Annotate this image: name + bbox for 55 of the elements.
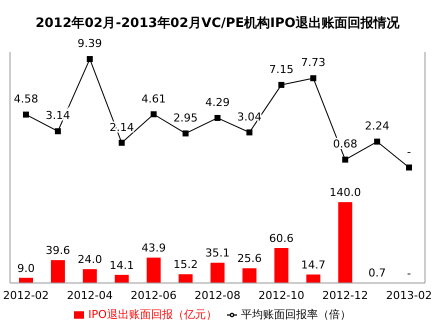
bar	[274, 248, 288, 283]
x-tick-label: 2013-02	[386, 288, 432, 302]
data-label: 9.0	[17, 262, 35, 275]
bar	[178, 274, 193, 283]
x-tick-label: 2012-04	[66, 288, 113, 302]
text: -	[407, 267, 412, 280]
data-label: 60.6	[269, 232, 294, 246]
bar	[242, 268, 256, 283]
bar	[146, 258, 161, 283]
data-label: 35.1	[205, 246, 230, 260]
legend-label: 平均账面回报率（倍）	[240, 308, 351, 321]
data-label: 9.39	[78, 37, 102, 50]
bar	[82, 269, 97, 283]
data-label: 7.73	[301, 56, 326, 70]
legend-label: IPO退出账面回报（亿元）	[88, 308, 217, 321]
x-tick-label: 2012-06	[130, 288, 177, 302]
point	[22, 112, 29, 118]
data-label: -	[407, 146, 412, 158]
bar	[306, 274, 320, 283]
point	[86, 56, 93, 62]
data-label: 4.61	[141, 92, 166, 106]
bar	[210, 262, 225, 283]
data-label: 43.9	[141, 242, 166, 255]
data-label: 4.29	[205, 96, 230, 109]
point	[150, 111, 157, 118]
point	[278, 82, 284, 88]
point	[118, 140, 125, 146]
x-tick-label: 2012-02	[2, 288, 49, 302]
bar	[338, 202, 352, 283]
point	[214, 114, 220, 121]
data-label: 2.24	[364, 120, 390, 133]
chart-title: 2012年02月-2013年02月VC/PE机构IPO退出账面回报情况	[34, 14, 401, 32]
data-label: 7.15	[269, 62, 294, 76]
point	[342, 156, 348, 163]
data-label: 14.7	[301, 258, 326, 272]
data-label: 4.58	[14, 92, 38, 106]
point	[182, 130, 189, 136]
point	[310, 75, 316, 82]
point	[374, 138, 380, 145]
point	[406, 164, 412, 170]
data-label: 140.0	[329, 186, 361, 200]
data-label: 39.6	[46, 244, 70, 258]
data-label: 24.0	[78, 253, 102, 266]
point	[246, 129, 252, 136]
x-tick-label: 2012-12	[322, 288, 368, 302]
bar	[114, 274, 129, 283]
x-tick-label: 2012-10	[258, 288, 304, 302]
x-tick-label: 2012-08	[194, 288, 240, 302]
data-label: 14.1	[110, 258, 134, 272]
bar	[50, 260, 65, 283]
data-label: 15.2	[173, 258, 198, 272]
data-label: 25.6	[237, 252, 262, 266]
point	[54, 128, 61, 134]
data-label: 0.7	[368, 266, 386, 280]
data-label: 2.95	[173, 111, 198, 124]
